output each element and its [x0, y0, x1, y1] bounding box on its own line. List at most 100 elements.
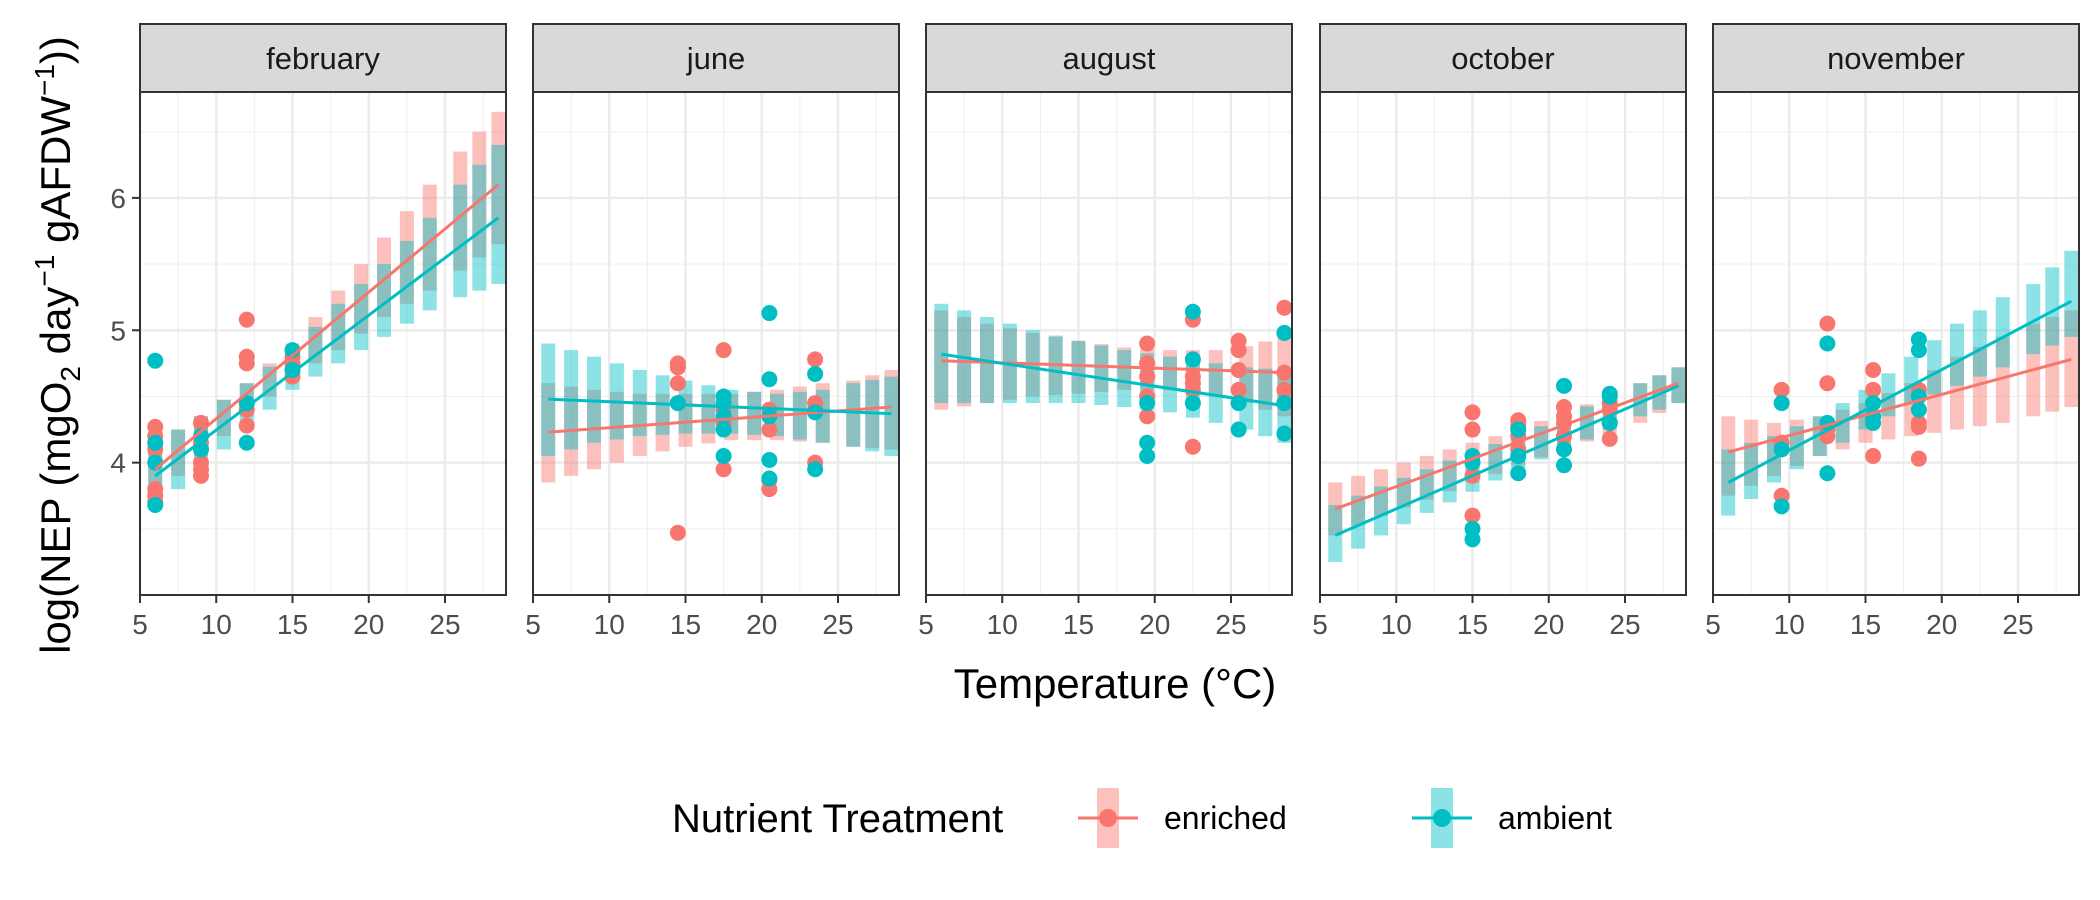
ribbon-segment — [1328, 504, 1343, 562]
points-ambient — [1773, 331, 1927, 515]
y-axis-title-mid1: day — [32, 287, 79, 366]
data-point — [1464, 404, 1481, 421]
data-point — [147, 352, 164, 369]
data-point — [1184, 438, 1201, 455]
panel-background — [533, 92, 899, 595]
legend-key-point — [1099, 809, 1117, 827]
x-tick-label: 15 — [1850, 609, 1881, 640]
data-point — [1865, 448, 1882, 465]
data-point — [1276, 299, 1293, 316]
ribbon-segment — [2064, 250, 2079, 337]
panel-strip — [1712, 23, 2080, 93]
ribbon-segment — [1927, 340, 1942, 395]
ribbon-segment — [884, 369, 899, 450]
data-point — [1139, 408, 1156, 425]
x-tick-label: 15 — [277, 609, 308, 640]
ribbon-segment — [2026, 283, 2041, 355]
ribbon-segment — [1117, 350, 1132, 408]
ribbon-segment — [1671, 367, 1686, 404]
fit-line-ambient — [548, 397, 892, 416]
fit-line-ambient — [1334, 384, 1679, 537]
data-point — [238, 348, 255, 365]
ribbon-segment — [1972, 346, 1987, 427]
y-axis-title-sub: 2 — [55, 366, 86, 382]
data-point — [1139, 395, 1156, 412]
ribbon-segment — [701, 385, 716, 434]
x-tick-label: 25 — [1609, 609, 1640, 640]
ribbon-segment — [1239, 367, 1254, 430]
ribbon-segment — [422, 184, 437, 291]
x-tick-label: 5 — [525, 609, 541, 640]
ribbon-segment — [1117, 347, 1132, 390]
x-tick-label: 10 — [594, 609, 625, 640]
data-point — [761, 371, 778, 388]
ribbon-segment — [399, 211, 414, 304]
data-point — [147, 496, 164, 513]
x-axis-title: Temperature (°C) — [954, 660, 1277, 707]
ribbon-segment — [1972, 310, 1987, 377]
ribbon-segment — [1258, 341, 1273, 410]
data-point — [1510, 421, 1527, 438]
data-point — [1464, 421, 1481, 438]
panel-strip-label: june — [686, 41, 746, 76]
y-axis-title-sup2: −1 — [29, 64, 60, 96]
legend-label: ambient — [1498, 800, 1612, 836]
ribbon-segment — [2064, 310, 2079, 408]
x-tick-label: 25 — [822, 609, 853, 640]
data-point — [193, 454, 209, 471]
legend-label: enriched — [1164, 800, 1287, 836]
panel-october: october 5 10 15 20 25 — [1312, 23, 1687, 640]
y-tick-label: 4 — [110, 448, 126, 479]
ribbon-segment — [1579, 404, 1594, 442]
panel-background — [140, 92, 506, 595]
data-point — [1865, 361, 1882, 378]
ribbon-segment — [1652, 375, 1667, 410]
data-point — [1230, 421, 1247, 438]
data-point — [807, 351, 824, 368]
legend-item-ambient: ambient — [1412, 788, 1612, 848]
panel-strip — [139, 23, 507, 93]
x-tick-label: 5 — [1705, 609, 1721, 640]
ribbon-segment — [1419, 456, 1434, 500]
panel-strip — [532, 23, 900, 93]
ribbon-segment — [422, 217, 437, 311]
data-point — [1819, 375, 1836, 392]
y-axis-title-sup1: −1 — [29, 255, 60, 287]
panel-november: november 5 10 15 20 25 — [1705, 23, 2080, 640]
fit-line-ambient — [1727, 299, 2073, 484]
ribbon-segment — [1995, 336, 2010, 423]
panel-february: february 5 10 15 20 25 4 5 6 — [110, 23, 507, 640]
ribbon-segment — [171, 429, 186, 476]
points-ambient — [1139, 303, 1293, 465]
ribbon-segment — [1995, 297, 2010, 368]
panel-strip — [925, 23, 1293, 93]
y-axis-title-suffix: )) — [32, 36, 79, 64]
ribbon-segment — [1048, 335, 1063, 404]
fit-line-enriched — [154, 183, 500, 471]
data-point — [1819, 465, 1836, 482]
data-point — [715, 342, 732, 359]
data-point — [1276, 324, 1293, 341]
data-point — [761, 470, 778, 487]
ribbon-segment — [747, 391, 762, 435]
data-point — [1910, 401, 1927, 418]
ribbon-segment — [1442, 460, 1457, 503]
data-point — [1139, 448, 1156, 465]
data-point — [147, 481, 164, 498]
ribbon-segment — [1208, 350, 1223, 397]
panel-background — [1713, 92, 2079, 595]
x-tick-label: 5 — [132, 609, 148, 640]
data-point — [1556, 441, 1572, 458]
ribbon-segment — [1071, 340, 1086, 394]
panel-border — [925, 91, 1293, 596]
x-tick-label: 25 — [2002, 609, 2033, 640]
data-point — [1556, 377, 1572, 394]
ribbon-segment — [1208, 363, 1223, 423]
data-point — [1601, 430, 1618, 447]
panel-border — [139, 91, 507, 596]
data-point — [238, 434, 255, 451]
data-point — [715, 461, 732, 478]
data-point — [669, 375, 686, 392]
ribbon-segment — [678, 380, 693, 434]
